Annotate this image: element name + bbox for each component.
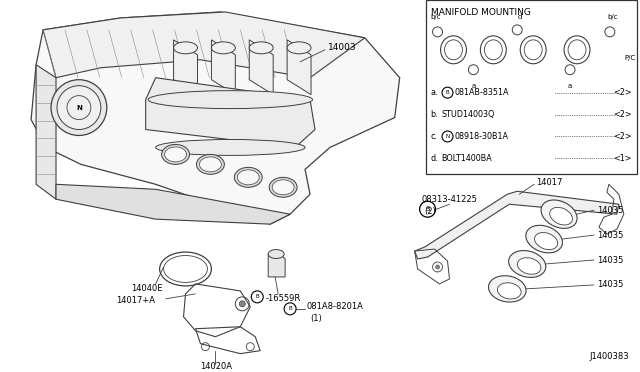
- Ellipse shape: [234, 167, 262, 187]
- Ellipse shape: [156, 140, 305, 155]
- Ellipse shape: [445, 40, 463, 60]
- Text: 14035: 14035: [597, 256, 623, 264]
- Text: (2): (2): [424, 207, 436, 216]
- Ellipse shape: [484, 40, 502, 60]
- Ellipse shape: [162, 144, 189, 164]
- Text: 081AB-8351A: 081AB-8351A: [454, 88, 509, 97]
- Text: <2>: <2>: [613, 132, 632, 141]
- Text: J1400383: J1400383: [589, 352, 629, 360]
- Polygon shape: [43, 12, 365, 78]
- Text: <1>: <1>: [613, 154, 632, 163]
- Text: P/C: P/C: [625, 55, 636, 61]
- Text: <2>: <2>: [613, 110, 632, 119]
- Text: 14017: 14017: [536, 178, 563, 187]
- Ellipse shape: [287, 42, 311, 54]
- Ellipse shape: [440, 36, 467, 64]
- Ellipse shape: [211, 42, 236, 54]
- Ellipse shape: [550, 207, 572, 225]
- Circle shape: [239, 301, 245, 307]
- Ellipse shape: [481, 36, 506, 64]
- Ellipse shape: [272, 180, 294, 195]
- Text: 14035: 14035: [597, 280, 623, 289]
- Ellipse shape: [196, 154, 225, 174]
- Text: b.: b.: [431, 110, 438, 119]
- Text: 08918-30B1A: 08918-30B1A: [454, 132, 509, 141]
- Polygon shape: [268, 254, 285, 277]
- Ellipse shape: [497, 283, 521, 299]
- Text: 14003: 14003: [328, 43, 356, 52]
- Ellipse shape: [200, 157, 221, 172]
- Text: (1): (1): [310, 314, 322, 323]
- Text: -16559R: -16559R: [265, 294, 300, 303]
- Circle shape: [436, 265, 440, 269]
- Text: a: a: [471, 83, 476, 89]
- Text: B: B: [445, 90, 449, 95]
- Circle shape: [57, 86, 101, 129]
- Ellipse shape: [564, 36, 590, 64]
- Text: b/c: b/c: [430, 14, 441, 20]
- Text: 14020A: 14020A: [200, 362, 232, 371]
- Text: a.: a.: [431, 88, 438, 97]
- Ellipse shape: [520, 36, 546, 64]
- Ellipse shape: [568, 40, 586, 60]
- Text: N: N: [445, 134, 449, 139]
- Text: 08313-41225: 08313-41225: [422, 195, 477, 204]
- Ellipse shape: [509, 251, 546, 278]
- Polygon shape: [287, 40, 311, 94]
- Ellipse shape: [518, 258, 541, 274]
- Circle shape: [51, 80, 107, 135]
- Ellipse shape: [526, 225, 563, 253]
- Ellipse shape: [268, 250, 284, 259]
- Polygon shape: [146, 78, 315, 147]
- Text: 14040E: 14040E: [131, 284, 162, 294]
- Text: a: a: [568, 83, 572, 89]
- Text: b/c: b/c: [607, 14, 618, 20]
- Text: N: N: [76, 105, 82, 110]
- Polygon shape: [249, 40, 273, 94]
- Text: B: B: [288, 306, 292, 311]
- Text: S: S: [426, 206, 430, 212]
- Polygon shape: [31, 12, 400, 224]
- Ellipse shape: [269, 177, 297, 197]
- Ellipse shape: [541, 200, 577, 228]
- Text: d.: d.: [431, 154, 438, 163]
- Text: STUD14003Q: STUD14003Q: [442, 110, 495, 119]
- Ellipse shape: [164, 147, 186, 162]
- Polygon shape: [36, 65, 56, 199]
- Ellipse shape: [524, 40, 542, 60]
- Ellipse shape: [249, 42, 273, 54]
- Polygon shape: [56, 184, 290, 224]
- Text: 14017+A: 14017+A: [116, 296, 155, 305]
- Ellipse shape: [173, 42, 198, 54]
- Text: BOLT1400BA: BOLT1400BA: [442, 154, 492, 163]
- Polygon shape: [173, 40, 198, 94]
- Text: <2>: <2>: [613, 88, 632, 97]
- Bar: [426, 0, 637, 174]
- Polygon shape: [415, 191, 619, 259]
- Text: MANIFOLD MOUNTING: MANIFOLD MOUNTING: [431, 8, 531, 17]
- Text: 081A8-8201A: 081A8-8201A: [306, 302, 363, 311]
- Text: 14035: 14035: [597, 206, 623, 215]
- Text: B: B: [255, 294, 259, 299]
- Ellipse shape: [237, 170, 259, 185]
- Text: 14035: 14035: [597, 231, 623, 240]
- Ellipse shape: [534, 232, 557, 250]
- Text: c.: c.: [431, 132, 438, 141]
- Ellipse shape: [488, 276, 526, 302]
- Text: d: d: [518, 14, 522, 20]
- Ellipse shape: [148, 91, 312, 109]
- Polygon shape: [211, 40, 236, 94]
